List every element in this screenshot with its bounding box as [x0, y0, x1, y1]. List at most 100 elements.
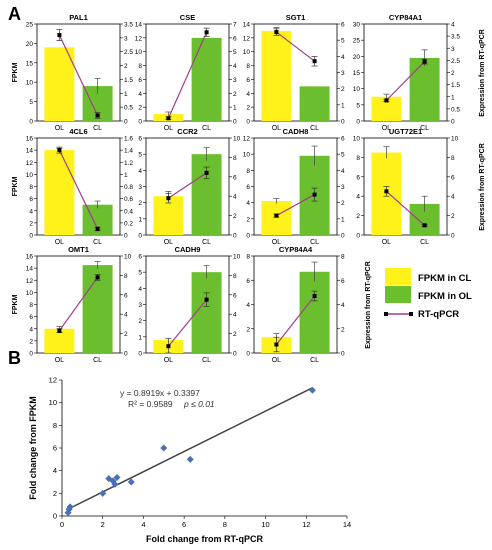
right-tick-label: 3.5 — [124, 22, 133, 29]
right-tick-label: 1 — [341, 216, 345, 223]
qpcr-point-ol — [384, 98, 389, 103]
y-tick-label: 8 — [53, 421, 57, 430]
x-tick-label: 2 — [101, 520, 105, 529]
right-tick-label: 2 — [233, 91, 237, 98]
left-tick-label: 5 — [356, 102, 360, 109]
right-tick-label: 0 — [341, 119, 345, 126]
qpcr-line — [386, 190, 425, 226]
x-tick-label: OL — [272, 357, 281, 364]
plot-frame — [36, 23, 121, 122]
right-tick-label: 5 — [341, 38, 345, 45]
right-tick-label: 1 — [124, 172, 128, 179]
right-tick-label: 8 — [233, 155, 237, 162]
left-tick-label: 4 — [356, 194, 360, 201]
left-tick-label: 20 — [353, 54, 361, 61]
qpcr-point-cl — [95, 275, 100, 280]
scatter-point — [111, 480, 119, 488]
right-tick-label: 8 — [451, 155, 455, 162]
chart-title: PAL1 — [69, 13, 88, 22]
left-tick-label: 20 — [26, 41, 34, 48]
right-tick-label: 2 — [451, 213, 455, 220]
left-tick-label: 16 — [26, 136, 34, 143]
left-tick-label: 2 — [356, 213, 360, 220]
left-tick-label: 8 — [246, 63, 250, 70]
left-tick-label: 12 — [26, 278, 34, 285]
x-tick-label: OL — [164, 125, 173, 132]
left-tick-label: 25 — [26, 22, 34, 29]
right-tick-label: 4 — [341, 168, 345, 175]
right-tick-label: 0 — [124, 119, 128, 126]
chart-title: CADH8 — [283, 127, 309, 136]
right-tick-label: 3 — [451, 46, 455, 53]
right-tick-label: 1 — [124, 91, 128, 98]
left-tick-label: 6 — [356, 174, 360, 181]
legend-swatch-cl — [385, 268, 411, 285]
right-tick-label: 4 — [451, 22, 455, 29]
qpcr-point-ol — [384, 189, 389, 194]
left-tick-label: 2 — [246, 326, 250, 333]
right-axis-title-row2: Expression from RT-qPCR — [479, 143, 486, 231]
qpcr-point-cl — [95, 226, 100, 231]
x-tick-label: CL — [310, 239, 319, 246]
qpcr-point-cl — [422, 223, 427, 228]
qpcr-point-cl — [422, 59, 427, 64]
right-tick-label: 0 — [341, 233, 345, 240]
right-tick-label: 2.5 — [451, 58, 460, 65]
legend-label-cl: FPKM in CL — [418, 273, 471, 284]
qpcr-point-cl — [312, 59, 317, 64]
left-tick-label: 4 — [246, 200, 250, 207]
qpcr-point-ol — [166, 116, 171, 121]
qpcr-line — [276, 31, 315, 62]
right-tick-label: 1 — [341, 102, 345, 109]
right-tick-label: 4 — [233, 63, 237, 70]
left-tick-label: 12 — [243, 136, 251, 143]
gene-panel-4cl6: 4CL6 0 2 4 6 8 10 12 14 16 0 0.2 0.4 0.6 0.8 1 1.2 1.4 1.6… — [12, 127, 133, 246]
right-axis-title-row3: Expression from RT-qPCR — [365, 261, 372, 349]
right-tick-label: 2 — [451, 70, 455, 77]
regression-equation: y = 0.8919x + 0.3397 — [120, 388, 200, 398]
qpcr-point-ol — [57, 33, 62, 38]
y-tick-label: 0 — [53, 512, 57, 521]
left-tick-label: 0 — [138, 119, 142, 126]
right-tick-label: 0 — [124, 351, 128, 358]
y-tick-label: 4 — [53, 466, 57, 475]
qpcr-point-cl — [312, 192, 317, 197]
qpcr-point-ol — [57, 148, 62, 153]
qpcr-line — [168, 172, 207, 199]
right-tick-label: 2 — [233, 331, 237, 338]
x-tick-label: OL — [55, 357, 64, 364]
left-tick-label: 8 — [246, 254, 250, 261]
right-tick-label: 6 — [451, 174, 455, 181]
gene-panel-cadh9: CADH9 0 1 2 3 4 5 6 0 2 4 6 8 10 OL CL — [138, 245, 240, 364]
fpkm-bar-ol — [44, 150, 75, 235]
right-tick-label: 8 — [233, 273, 237, 280]
right-tick-label: 10 — [451, 136, 459, 143]
y-tick-label: 12 — [49, 376, 57, 385]
left-tick-label: 2 — [29, 338, 33, 345]
x-tick-label: 0 — [60, 520, 64, 529]
gene-panel-ugt72e1: UGT72E1 0 2 4 6 8 10 0 2 4 6 8 10 OL CL — [353, 127, 459, 246]
left-tick-label: 10 — [243, 49, 251, 56]
right-tick-label: 2.5 — [124, 49, 133, 56]
right-tick-label: 4 — [341, 302, 345, 309]
right-tick-label: 3 — [341, 70, 345, 77]
left-tick-label: 25 — [353, 38, 361, 45]
x-tick-label: 10 — [261, 520, 269, 529]
left-tick-label: 2 — [138, 105, 142, 112]
chart-title: SGT1 — [286, 13, 306, 22]
left-tick-label: 15 — [26, 60, 34, 67]
left-tick-label: 30 — [353, 22, 361, 29]
fpkm-bar-cl — [299, 86, 330, 121]
right-tick-label: 7 — [233, 22, 237, 29]
left-tick-label: 0 — [246, 233, 250, 240]
right-tick-label: 0.5 — [124, 105, 133, 112]
fpkm-bar-ol — [261, 201, 292, 235]
scatter-point — [127, 478, 135, 486]
right-tick-label: 4 — [233, 312, 237, 319]
left-tick-label: 12 — [135, 35, 143, 42]
left-tick-label: 4 — [138, 91, 142, 98]
x-tick-label: CL — [310, 357, 319, 364]
